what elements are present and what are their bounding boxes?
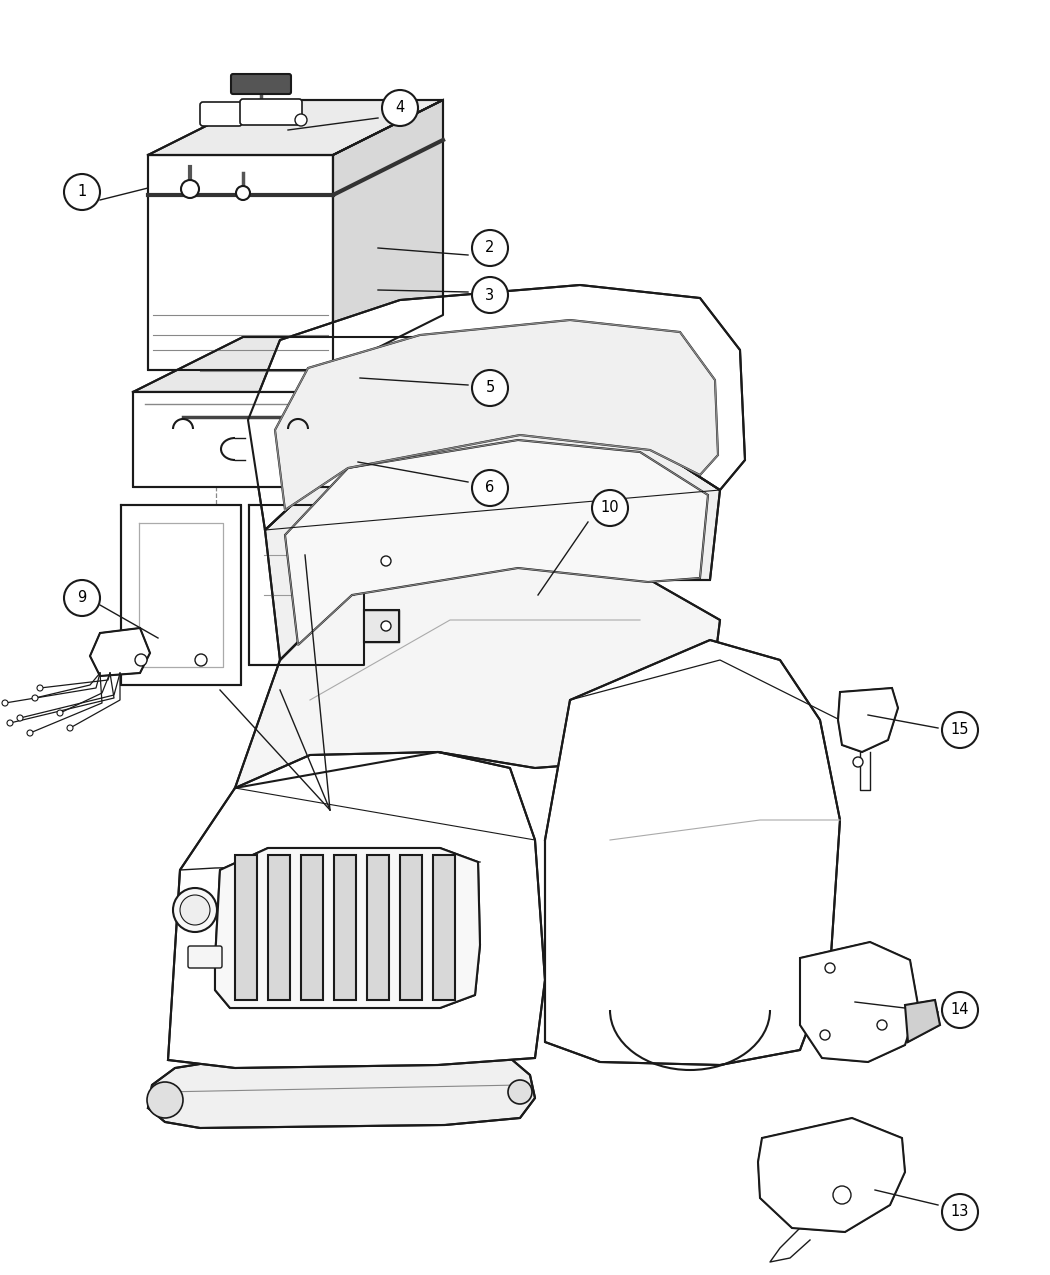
Polygon shape (248, 286, 746, 530)
Circle shape (472, 370, 508, 405)
Circle shape (135, 654, 147, 666)
Text: 15: 15 (950, 723, 969, 737)
Polygon shape (758, 1118, 905, 1232)
Polygon shape (433, 856, 455, 1000)
Circle shape (592, 490, 628, 527)
Circle shape (64, 580, 100, 616)
Circle shape (147, 1082, 183, 1118)
Circle shape (27, 731, 33, 736)
Circle shape (942, 992, 978, 1028)
Circle shape (508, 1080, 532, 1104)
Circle shape (32, 695, 38, 701)
Polygon shape (148, 156, 333, 370)
Polygon shape (301, 856, 323, 1000)
Polygon shape (133, 391, 348, 487)
Circle shape (173, 887, 217, 932)
Polygon shape (235, 565, 720, 788)
Polygon shape (348, 337, 458, 487)
Circle shape (942, 711, 978, 748)
Text: 6: 6 (485, 481, 495, 496)
Text: 3: 3 (485, 287, 495, 302)
Polygon shape (545, 640, 840, 1065)
Polygon shape (168, 752, 545, 1068)
Polygon shape (334, 856, 356, 1000)
Polygon shape (249, 505, 364, 666)
Polygon shape (265, 430, 720, 660)
Polygon shape (364, 609, 399, 643)
Circle shape (820, 1030, 830, 1040)
Circle shape (381, 621, 391, 631)
Text: 14: 14 (950, 1002, 969, 1017)
Polygon shape (800, 942, 918, 1062)
Circle shape (17, 715, 23, 720)
Circle shape (37, 685, 43, 691)
FancyBboxPatch shape (188, 946, 222, 968)
Text: 13: 13 (951, 1205, 969, 1219)
Circle shape (472, 277, 508, 312)
Polygon shape (400, 856, 422, 1000)
Polygon shape (148, 99, 443, 156)
Polygon shape (133, 337, 458, 391)
Circle shape (7, 720, 13, 725)
Circle shape (67, 725, 74, 731)
Circle shape (64, 173, 100, 210)
Polygon shape (268, 856, 290, 1000)
Text: 9: 9 (78, 590, 86, 606)
Circle shape (825, 963, 835, 973)
Text: 4: 4 (396, 101, 404, 116)
Circle shape (180, 895, 210, 924)
Polygon shape (905, 1000, 940, 1042)
Circle shape (472, 230, 508, 266)
Circle shape (295, 113, 307, 126)
Circle shape (2, 700, 8, 706)
Circle shape (57, 710, 63, 717)
Circle shape (833, 1186, 851, 1204)
Circle shape (381, 556, 391, 566)
Circle shape (195, 654, 207, 666)
Polygon shape (364, 544, 399, 578)
Circle shape (236, 186, 250, 200)
Text: 1: 1 (78, 185, 86, 199)
Polygon shape (368, 856, 388, 1000)
Text: 10: 10 (601, 501, 619, 515)
FancyBboxPatch shape (231, 74, 291, 94)
Polygon shape (148, 1054, 536, 1128)
Polygon shape (333, 99, 443, 370)
Polygon shape (121, 505, 242, 685)
Circle shape (382, 91, 418, 126)
Polygon shape (90, 629, 150, 676)
Polygon shape (285, 440, 708, 645)
Circle shape (472, 470, 508, 506)
Polygon shape (215, 848, 480, 1009)
Text: 2: 2 (485, 241, 495, 255)
Polygon shape (838, 688, 898, 752)
Polygon shape (275, 320, 718, 510)
FancyBboxPatch shape (240, 99, 302, 125)
Circle shape (181, 180, 200, 198)
Circle shape (853, 757, 863, 768)
Polygon shape (235, 856, 257, 1000)
Circle shape (942, 1193, 978, 1230)
Text: 5: 5 (485, 380, 495, 395)
FancyBboxPatch shape (200, 102, 242, 126)
Circle shape (877, 1020, 887, 1030)
